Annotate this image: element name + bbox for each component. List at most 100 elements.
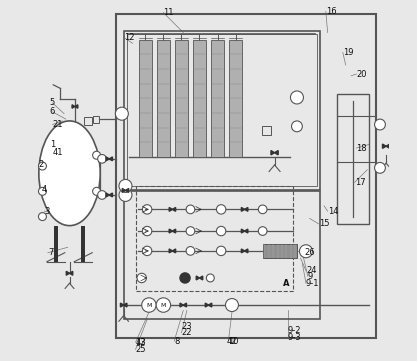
Bar <box>124 31 320 190</box>
Bar <box>157 40 170 157</box>
Polygon shape <box>241 208 245 211</box>
Bar <box>175 40 188 157</box>
Polygon shape <box>180 303 183 307</box>
Circle shape <box>142 298 156 312</box>
Text: 24: 24 <box>306 266 317 275</box>
Text: 13: 13 <box>136 338 146 347</box>
Polygon shape <box>109 157 113 161</box>
Text: 20: 20 <box>357 70 367 78</box>
Text: 42: 42 <box>226 337 237 345</box>
Circle shape <box>38 213 46 221</box>
Text: 23: 23 <box>181 322 192 331</box>
Bar <box>139 40 152 157</box>
Circle shape <box>180 273 190 283</box>
Text: 14: 14 <box>328 207 338 216</box>
Circle shape <box>38 187 46 195</box>
Polygon shape <box>196 276 199 280</box>
Text: 25: 25 <box>136 345 146 354</box>
Circle shape <box>38 162 46 170</box>
Polygon shape <box>245 208 248 211</box>
Circle shape <box>226 299 239 312</box>
Text: 9-3: 9-3 <box>288 333 301 342</box>
Text: 41: 41 <box>53 148 63 157</box>
Polygon shape <box>245 229 248 233</box>
Bar <box>136 186 293 291</box>
Polygon shape <box>172 229 176 233</box>
Ellipse shape <box>39 121 100 226</box>
Circle shape <box>116 107 128 120</box>
Polygon shape <box>121 303 124 307</box>
Polygon shape <box>241 249 245 253</box>
Circle shape <box>258 205 267 214</box>
Circle shape <box>98 191 106 199</box>
Text: 18: 18 <box>357 144 367 152</box>
Circle shape <box>119 179 132 192</box>
Polygon shape <box>169 229 172 233</box>
Circle shape <box>186 247 195 255</box>
Bar <box>263 244 297 258</box>
Circle shape <box>299 245 312 258</box>
Circle shape <box>216 205 226 214</box>
Circle shape <box>98 155 106 163</box>
Polygon shape <box>126 188 129 192</box>
Bar <box>211 40 224 157</box>
Circle shape <box>258 227 267 235</box>
Polygon shape <box>208 303 212 307</box>
Text: 2: 2 <box>39 160 44 169</box>
Text: 9-2: 9-2 <box>288 326 301 335</box>
Polygon shape <box>271 151 274 155</box>
Bar <box>54 226 58 262</box>
Text: A: A <box>282 279 289 288</box>
Circle shape <box>156 298 171 312</box>
Bar <box>261 126 271 135</box>
Circle shape <box>186 205 195 214</box>
Text: 42: 42 <box>136 338 146 347</box>
Polygon shape <box>274 151 278 155</box>
Polygon shape <box>172 208 176 211</box>
Polygon shape <box>75 105 78 108</box>
Text: 21: 21 <box>53 120 63 129</box>
Circle shape <box>216 226 226 236</box>
Circle shape <box>143 246 152 256</box>
Polygon shape <box>169 249 172 253</box>
Bar <box>81 226 85 262</box>
Text: 15: 15 <box>319 219 329 228</box>
Text: 22: 22 <box>181 329 192 337</box>
Polygon shape <box>70 271 73 275</box>
Circle shape <box>374 162 385 173</box>
Text: 17: 17 <box>355 178 365 187</box>
Circle shape <box>137 273 146 283</box>
Circle shape <box>186 227 195 235</box>
Polygon shape <box>183 303 186 307</box>
Text: M: M <box>146 303 152 308</box>
Circle shape <box>206 274 214 282</box>
Text: 12: 12 <box>124 34 135 42</box>
Polygon shape <box>169 208 172 211</box>
Text: 16: 16 <box>326 7 337 16</box>
Polygon shape <box>386 144 390 148</box>
Polygon shape <box>106 193 109 197</box>
Polygon shape <box>72 105 75 108</box>
Polygon shape <box>199 276 203 280</box>
Text: 7: 7 <box>48 248 53 257</box>
Bar <box>229 40 242 157</box>
Polygon shape <box>106 157 109 161</box>
Circle shape <box>374 119 385 130</box>
Circle shape <box>93 187 100 195</box>
Circle shape <box>143 205 152 214</box>
Text: 19: 19 <box>343 48 353 57</box>
Bar <box>84 117 92 125</box>
Circle shape <box>143 226 152 236</box>
Text: 6: 6 <box>50 108 55 116</box>
Bar <box>193 40 206 157</box>
Polygon shape <box>245 249 248 253</box>
Circle shape <box>291 91 304 104</box>
Text: 8: 8 <box>174 337 180 345</box>
Circle shape <box>291 121 302 132</box>
Bar <box>127 34 317 186</box>
Bar <box>124 191 320 319</box>
Text: 9-1: 9-1 <box>306 279 319 288</box>
Polygon shape <box>172 249 176 253</box>
Polygon shape <box>109 193 113 197</box>
Text: 3: 3 <box>44 207 50 216</box>
